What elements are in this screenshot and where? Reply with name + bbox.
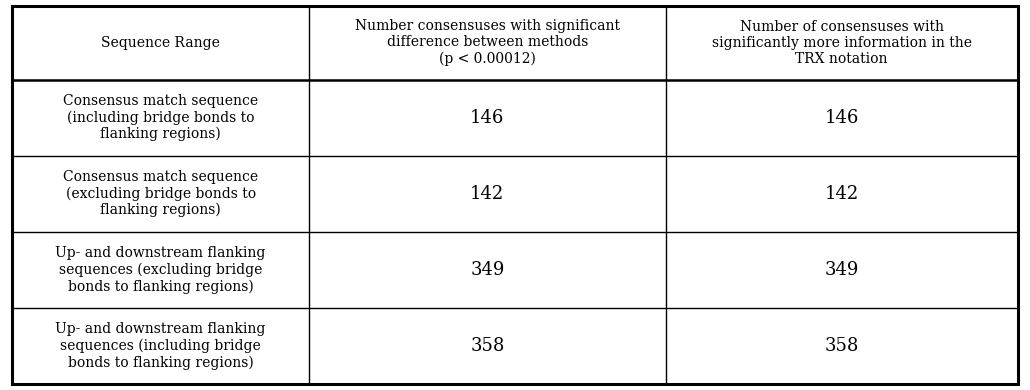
Text: Number consensuses with significant
difference between methods
(p < 0.00012): Number consensuses with significant diff… [355, 19, 620, 66]
Text: Sequence Range: Sequence Range [101, 36, 220, 50]
Text: 349: 349 [470, 261, 505, 279]
Text: 358: 358 [470, 337, 505, 355]
Text: 349: 349 [825, 261, 859, 279]
Text: Consensus match sequence
(excluding bridge bonds to
flanking regions): Consensus match sequence (excluding brid… [63, 170, 259, 218]
Text: Consensus match sequence
(including bridge bonds to
flanking regions): Consensus match sequence (including brid… [63, 94, 259, 141]
Text: 142: 142 [471, 185, 505, 203]
Text: 146: 146 [825, 109, 859, 127]
Text: 358: 358 [825, 337, 859, 355]
Text: Up- and downstream flanking
sequences (excluding bridge
bonds to flanking region: Up- and downstream flanking sequences (e… [56, 246, 266, 294]
Text: Up- and downstream flanking
sequences (including bridge
bonds to flanking region: Up- and downstream flanking sequences (i… [56, 323, 266, 370]
Text: Number of consensuses with
significantly more information in the
TRX notation: Number of consensuses with significantly… [712, 20, 971, 66]
Text: 146: 146 [470, 109, 505, 127]
Text: 142: 142 [825, 185, 859, 203]
